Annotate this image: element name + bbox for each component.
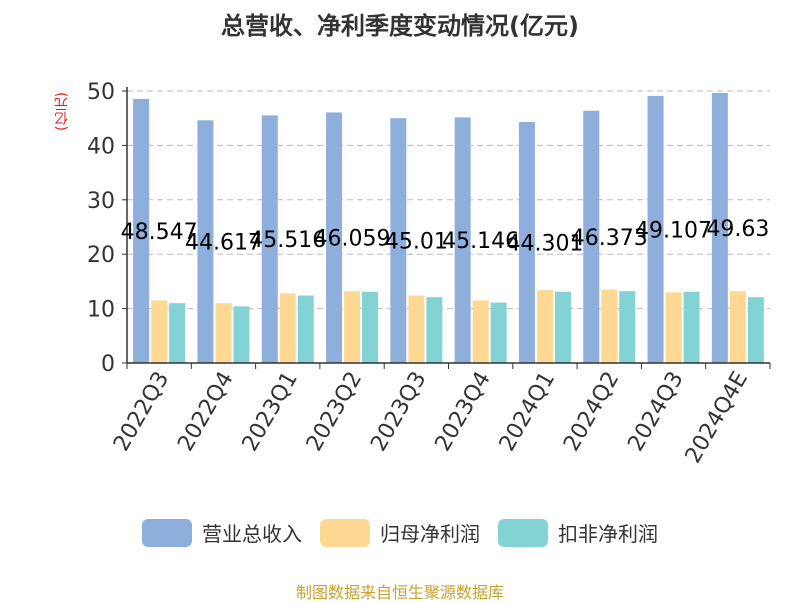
- bar-deducted-profit[interactable]: [362, 291, 379, 363]
- axes: 010203040502022Q32022Q42023Q12023Q22023Q…: [87, 80, 771, 468]
- x-tick-label: 2024Q2: [559, 368, 624, 456]
- bar-net-profit[interactable]: [279, 293, 296, 363]
- bar-deducted-profit[interactable]: [683, 291, 700, 363]
- bars: [133, 93, 764, 364]
- legend-item-revenue[interactable]: 营业总收入: [142, 518, 302, 547]
- data-label-revenue: 46.373: [571, 226, 648, 251]
- legend-swatch-deducted-profit: [498, 518, 548, 547]
- bar-revenue[interactable]: [261, 115, 278, 363]
- y-tick-label: 10: [87, 298, 115, 323]
- data-label-revenue: 45.01: [385, 230, 448, 255]
- bar-revenue[interactable]: [711, 93, 728, 363]
- legend-item-net-profit[interactable]: 归母净利润: [320, 518, 480, 547]
- x-tick-label: 2024Q1: [495, 368, 560, 456]
- x-tick-label: 2023Q4: [431, 368, 496, 456]
- legend-item-deducted-profit[interactable]: 扣非净利润: [498, 518, 658, 547]
- bar-deducted-profit[interactable]: [169, 303, 186, 363]
- bar-net-profit[interactable]: [536, 290, 553, 363]
- chart-title: 总营收、净利季度变动情况(亿元): [221, 12, 579, 40]
- bar-deducted-profit[interactable]: [426, 297, 443, 363]
- bar-net-profit[interactable]: [601, 289, 618, 363]
- legend-swatch-net-profit: [320, 518, 370, 547]
- bar-revenue[interactable]: [454, 117, 471, 363]
- legend-label-deducted-profit: 扣非净利润: [558, 522, 658, 546]
- data-label-revenue: 46.059: [314, 227, 391, 252]
- bar-revenue[interactable]: [326, 112, 343, 363]
- data-label-revenue: 44.617: [185, 231, 262, 256]
- bar-revenue[interactable]: [390, 118, 407, 363]
- grid-lines: [127, 90, 770, 310]
- data-label-revenue: 44.301: [506, 232, 583, 257]
- y-tick-label: 20: [87, 243, 115, 268]
- bar-net-profit[interactable]: [665, 292, 682, 363]
- bar-deducted-profit[interactable]: [747, 297, 764, 363]
- data-label-revenue: 45.146: [442, 229, 519, 254]
- x-tick-label: 2024Q3: [623, 368, 688, 456]
- bar-deducted-profit[interactable]: [490, 302, 507, 363]
- bar-revenue[interactable]: [133, 98, 150, 363]
- data-label-revenue: 48.547: [121, 220, 198, 245]
- bar-revenue[interactable]: [647, 95, 664, 364]
- y-tick-label: 30: [87, 189, 115, 214]
- bar-net-profit[interactable]: [344, 291, 361, 363]
- bar-revenue[interactable]: [197, 120, 214, 363]
- legend-label-net-profit: 归母净利润: [380, 522, 480, 546]
- bar-net-profit[interactable]: [215, 303, 232, 363]
- bar-net-profit[interactable]: [472, 300, 489, 363]
- data-labels: 48.54744.61745.51646.05945.0145.14644.30…: [121, 217, 770, 256]
- data-label-revenue: 49.107: [635, 218, 712, 243]
- y-tick-label: 50: [87, 80, 115, 105]
- x-tick-label: 2023Q3: [366, 367, 431, 455]
- bar-deducted-profit[interactable]: [619, 291, 636, 363]
- legend-label-revenue: 营业总收入: [202, 522, 302, 546]
- y-tick-label: 0: [101, 352, 115, 377]
- bar-revenue[interactable]: [518, 122, 535, 363]
- x-tick-label: 2023Q1: [238, 368, 303, 456]
- data-label-revenue: 49.63: [706, 217, 769, 242]
- bar-net-profit[interactable]: [729, 291, 746, 363]
- x-tick-label: 2023Q2: [302, 368, 367, 456]
- x-tick-label: 2022Q3: [109, 368, 174, 456]
- data-label-revenue: 45.516: [249, 228, 326, 253]
- x-tick-label: 2024Q4E: [681, 368, 753, 468]
- legend: 营业总收入 归母净利润 扣非净利润: [0, 518, 800, 547]
- data-source: 制图数据来自恒生聚源数据库: [295, 583, 504, 602]
- bar-revenue[interactable]: [583, 110, 600, 363]
- legend-swatch-revenue: [142, 518, 192, 547]
- bar-deducted-profit[interactable]: [554, 291, 571, 363]
- x-tick-label: 2022Q4: [173, 368, 238, 456]
- bar-deducted-profit[interactable]: [233, 306, 250, 363]
- bar-net-profit[interactable]: [151, 300, 168, 363]
- y-tick-label: 40: [87, 134, 115, 159]
- bar-deducted-profit[interactable]: [297, 295, 314, 363]
- bar-net-profit[interactable]: [408, 295, 425, 363]
